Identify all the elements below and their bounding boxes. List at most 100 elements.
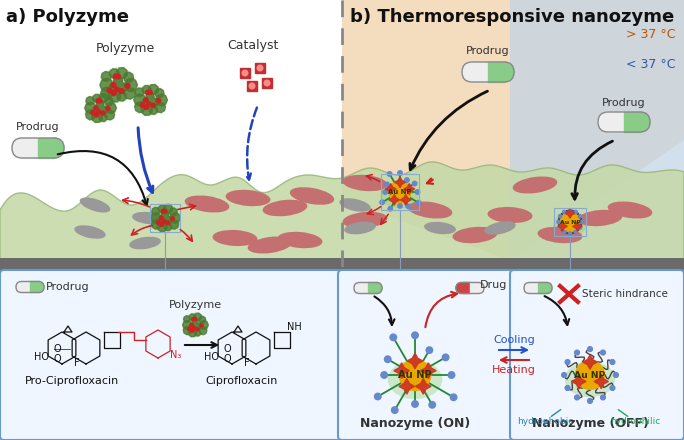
Ellipse shape — [577, 210, 622, 226]
Circle shape — [116, 74, 120, 79]
Circle shape — [383, 190, 387, 194]
Circle shape — [170, 217, 174, 220]
Circle shape — [450, 394, 457, 400]
Circle shape — [558, 226, 562, 229]
Bar — [624, 112, 640, 132]
Polygon shape — [93, 94, 101, 103]
Circle shape — [384, 182, 389, 187]
Circle shape — [163, 209, 167, 213]
Circle shape — [381, 372, 387, 378]
Text: Nanozyme (OFF): Nanozyme (OFF) — [531, 417, 648, 430]
Circle shape — [562, 373, 566, 378]
Polygon shape — [199, 327, 207, 335]
Circle shape — [146, 90, 150, 94]
Polygon shape — [101, 71, 111, 81]
Polygon shape — [98, 93, 108, 103]
Text: hydrophobic: hydrophobic — [517, 418, 573, 426]
Text: Drug: Drug — [480, 280, 508, 290]
Text: Polyzyme: Polyzyme — [168, 300, 222, 310]
Circle shape — [412, 332, 418, 338]
Bar — [0, 258, 684, 272]
Circle shape — [114, 87, 119, 92]
Ellipse shape — [132, 212, 164, 224]
Ellipse shape — [343, 175, 387, 191]
Circle shape — [91, 111, 95, 115]
Bar — [608, 112, 624, 132]
Text: Au NP: Au NP — [398, 370, 432, 380]
Text: Nanozyme (ON): Nanozyme (ON) — [360, 417, 470, 430]
Polygon shape — [194, 313, 201, 321]
Ellipse shape — [226, 190, 270, 206]
Text: N₃: N₃ — [170, 350, 181, 360]
Polygon shape — [188, 328, 197, 337]
Circle shape — [398, 204, 402, 208]
Polygon shape — [155, 94, 168, 106]
Circle shape — [614, 373, 618, 378]
Circle shape — [107, 88, 112, 93]
Polygon shape — [100, 78, 114, 92]
Circle shape — [144, 98, 148, 102]
Circle shape — [575, 350, 579, 355]
Polygon shape — [92, 112, 102, 122]
Circle shape — [579, 226, 581, 229]
Bar — [381, 174, 419, 210]
Circle shape — [576, 361, 605, 389]
Ellipse shape — [381, 182, 419, 209]
Text: a) Polyzyme: a) Polyzyme — [6, 8, 129, 26]
Circle shape — [264, 80, 269, 86]
Bar — [368, 282, 376, 293]
Polygon shape — [400, 194, 411, 205]
Circle shape — [257, 65, 263, 71]
Circle shape — [406, 204, 410, 209]
Text: F: F — [244, 358, 250, 368]
Bar — [30, 282, 38, 293]
Wedge shape — [547, 282, 552, 293]
Polygon shape — [108, 90, 120, 102]
Text: HO: HO — [34, 352, 49, 362]
Bar — [529, 282, 538, 293]
Circle shape — [157, 99, 161, 103]
Polygon shape — [164, 223, 172, 231]
Text: Cooling: Cooling — [493, 335, 535, 345]
Circle shape — [610, 359, 615, 364]
Ellipse shape — [453, 227, 497, 243]
Polygon shape — [183, 316, 190, 323]
Ellipse shape — [538, 227, 582, 243]
Polygon shape — [415, 378, 431, 394]
Polygon shape — [149, 106, 157, 114]
Circle shape — [135, 84, 166, 115]
FancyBboxPatch shape — [510, 270, 684, 440]
Polygon shape — [124, 88, 135, 99]
Text: O: O — [224, 354, 232, 364]
Circle shape — [384, 356, 391, 363]
Circle shape — [160, 223, 163, 226]
Polygon shape — [342, 0, 684, 260]
Circle shape — [111, 83, 116, 88]
Circle shape — [194, 318, 196, 321]
Polygon shape — [510, 0, 684, 260]
Polygon shape — [86, 96, 94, 105]
Polygon shape — [109, 69, 119, 78]
Circle shape — [399, 359, 431, 391]
Polygon shape — [395, 177, 406, 188]
Circle shape — [148, 90, 152, 95]
Circle shape — [415, 190, 420, 194]
Circle shape — [565, 359, 570, 364]
Ellipse shape — [344, 222, 376, 235]
Circle shape — [151, 103, 155, 107]
Bar — [360, 282, 368, 293]
Circle shape — [187, 327, 191, 330]
Circle shape — [563, 210, 566, 214]
Circle shape — [249, 83, 255, 89]
Circle shape — [190, 323, 194, 326]
Polygon shape — [0, 162, 684, 262]
Wedge shape — [640, 112, 650, 132]
Text: NH: NH — [287, 322, 302, 332]
Wedge shape — [524, 282, 529, 293]
Circle shape — [601, 395, 605, 400]
Polygon shape — [105, 103, 116, 114]
Circle shape — [557, 220, 560, 224]
Wedge shape — [598, 112, 608, 132]
Polygon shape — [109, 74, 127, 92]
Circle shape — [558, 215, 562, 218]
